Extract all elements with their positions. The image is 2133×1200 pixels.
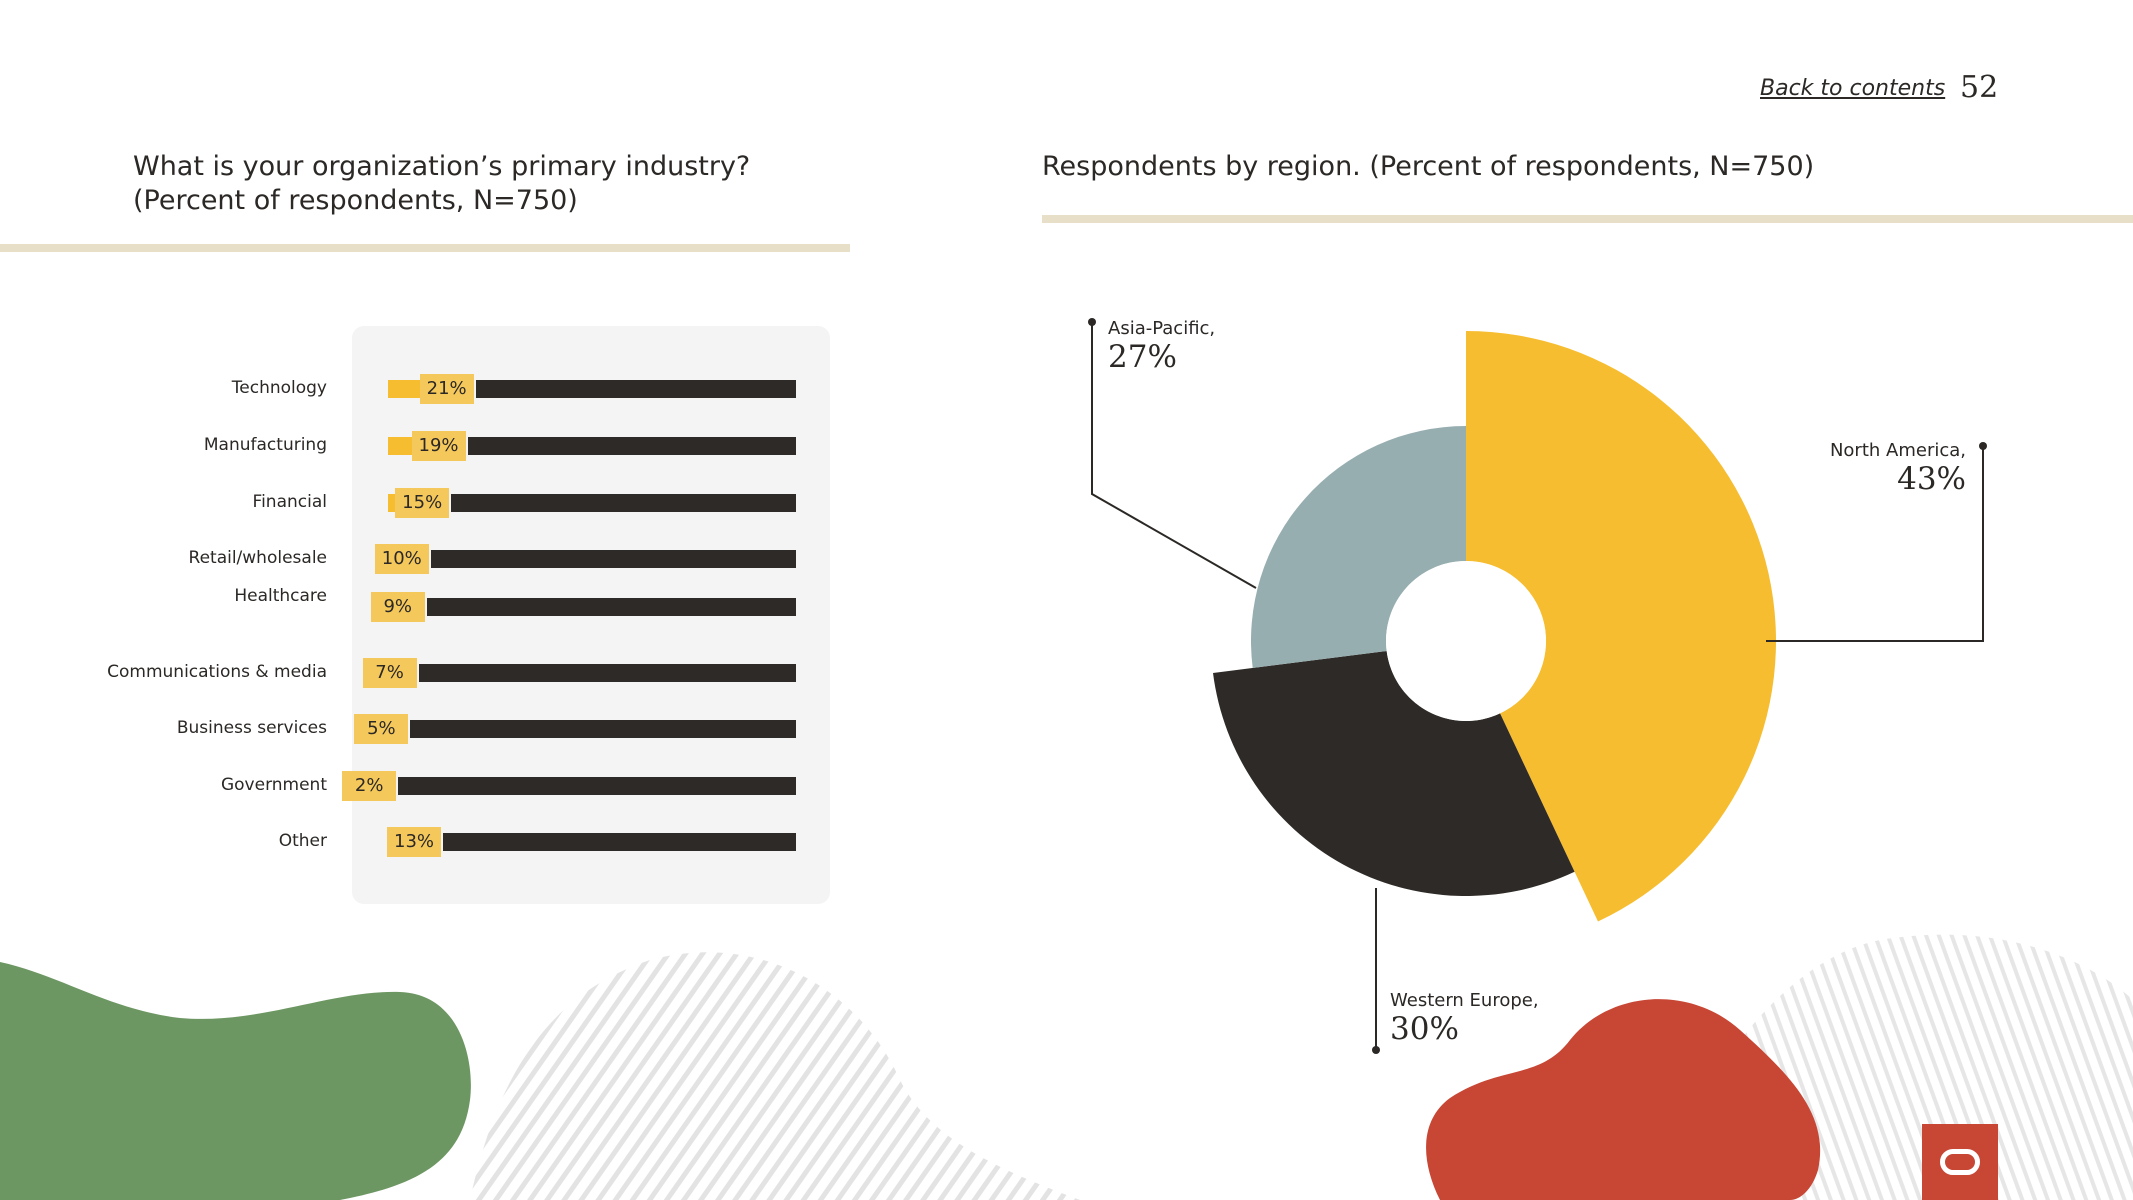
bar-value-label: 13%	[387, 827, 442, 857]
bar-row: Manufacturing 19%	[0, 431, 840, 461]
pie-slice	[1466, 331, 1776, 922]
title-divider-left	[0, 244, 850, 252]
oracle-ring-icon	[1940, 1149, 1980, 1175]
industry-chart-title: What is your organization’s primary indu…	[133, 150, 750, 218]
pie-label-western-europe: Western Europe, 30%	[1390, 990, 1539, 1047]
page-number: 52	[1960, 70, 1999, 105]
green-blob	[0, 962, 471, 1200]
pie-label-north-america-value: 43%	[1897, 461, 1966, 497]
pie-center-hole	[1386, 561, 1546, 721]
bar-value-label: 15%	[395, 488, 450, 518]
title-divider-right	[1042, 215, 2133, 223]
bar-category-label: Technology	[231, 378, 327, 398]
pie-label-asia-pacific-name: Asia-Pacific,	[1108, 318, 1216, 339]
pie-label-western-europe-name: Western Europe,	[1390, 990, 1539, 1011]
bar-category-label: Communications & media	[107, 662, 327, 682]
pie-label-north-america: North America, 43%	[1736, 440, 1966, 497]
grey-texture-left	[470, 952, 1080, 1200]
bar-row: Business services 5%	[0, 714, 840, 744]
bar-remainder	[451, 494, 796, 512]
leader-line-dot	[1979, 442, 1987, 450]
bar-remainder	[418, 664, 796, 682]
region-chart-title: Respondents by region. (Percent of respo…	[1042, 151, 1815, 182]
pie-slice	[1213, 651, 1575, 896]
bar-category-label: Retail/wholesale	[188, 548, 327, 568]
bar-value-label: 2%	[342, 771, 397, 801]
bar-row: Retail/wholesale 10%	[0, 544, 840, 574]
bar-row: Healthcare 9%	[0, 586, 840, 622]
back-to-contents-link[interactable]: Back to contents	[1760, 76, 1946, 101]
pie-label-western-europe-value: 30%	[1390, 1011, 1459, 1047]
oracle-logo	[1922, 1124, 1998, 1200]
region-pie-chart	[1088, 318, 1987, 1054]
bar-row: Technology 21%	[0, 374, 840, 404]
bar-remainder	[398, 777, 796, 795]
bar-value-label: 21%	[419, 374, 474, 404]
industry-chart-title-line1: What is your organization’s primary indu…	[133, 151, 751, 182]
bar-value-label: 9%	[370, 592, 425, 622]
bar-category-label: Manufacturing	[203, 435, 327, 455]
leader-line-dot	[1088, 318, 1096, 326]
bar-remainder	[426, 598, 796, 616]
bar-value-label: 10%	[374, 544, 429, 574]
leader-line-asia-pacific	[1091, 322, 1257, 589]
industry-bar-chart: Technology 21% Manufacturing 19% Financial 15…	[0, 0, 850, 900]
bar-row: Financial 15%	[0, 488, 840, 518]
bar-category-label: Business services	[176, 718, 327, 738]
bar-remainder	[467, 437, 796, 455]
bar-value-label: 19%	[411, 431, 466, 461]
industry-chart-title-line2: (Percent of respondents, N=750)	[133, 185, 578, 216]
bar-row: Communications & media 7%	[0, 658, 840, 688]
bar-value-label: 7%	[362, 658, 417, 688]
bar-remainder	[475, 380, 796, 398]
bar-category-label: Government	[220, 775, 327, 795]
pie-label-asia-pacific-value: 27%	[1108, 339, 1177, 375]
pie-slice	[1251, 426, 1466, 668]
leader-line-dot	[1372, 1046, 1380, 1054]
bar-category-label: Healthcare	[234, 586, 327, 606]
bar-category-label: Financial	[252, 492, 327, 512]
red-blob	[1426, 999, 1821, 1200]
bar-category-label: Other	[278, 831, 327, 851]
bar-remainder	[410, 720, 796, 738]
pie-label-north-america-name: North America,	[1829, 440, 1966, 461]
pie-label-asia-pacific: Asia-Pacific, 27%	[1108, 318, 1215, 375]
bar-row: Government 2%	[0, 771, 840, 801]
bar-value-label: 5%	[354, 714, 409, 744]
bar-remainder	[430, 550, 796, 568]
bar-remainder	[443, 833, 796, 851]
bar-row: Other 13%	[0, 827, 840, 857]
leader-line-north-america	[1766, 446, 1984, 642]
